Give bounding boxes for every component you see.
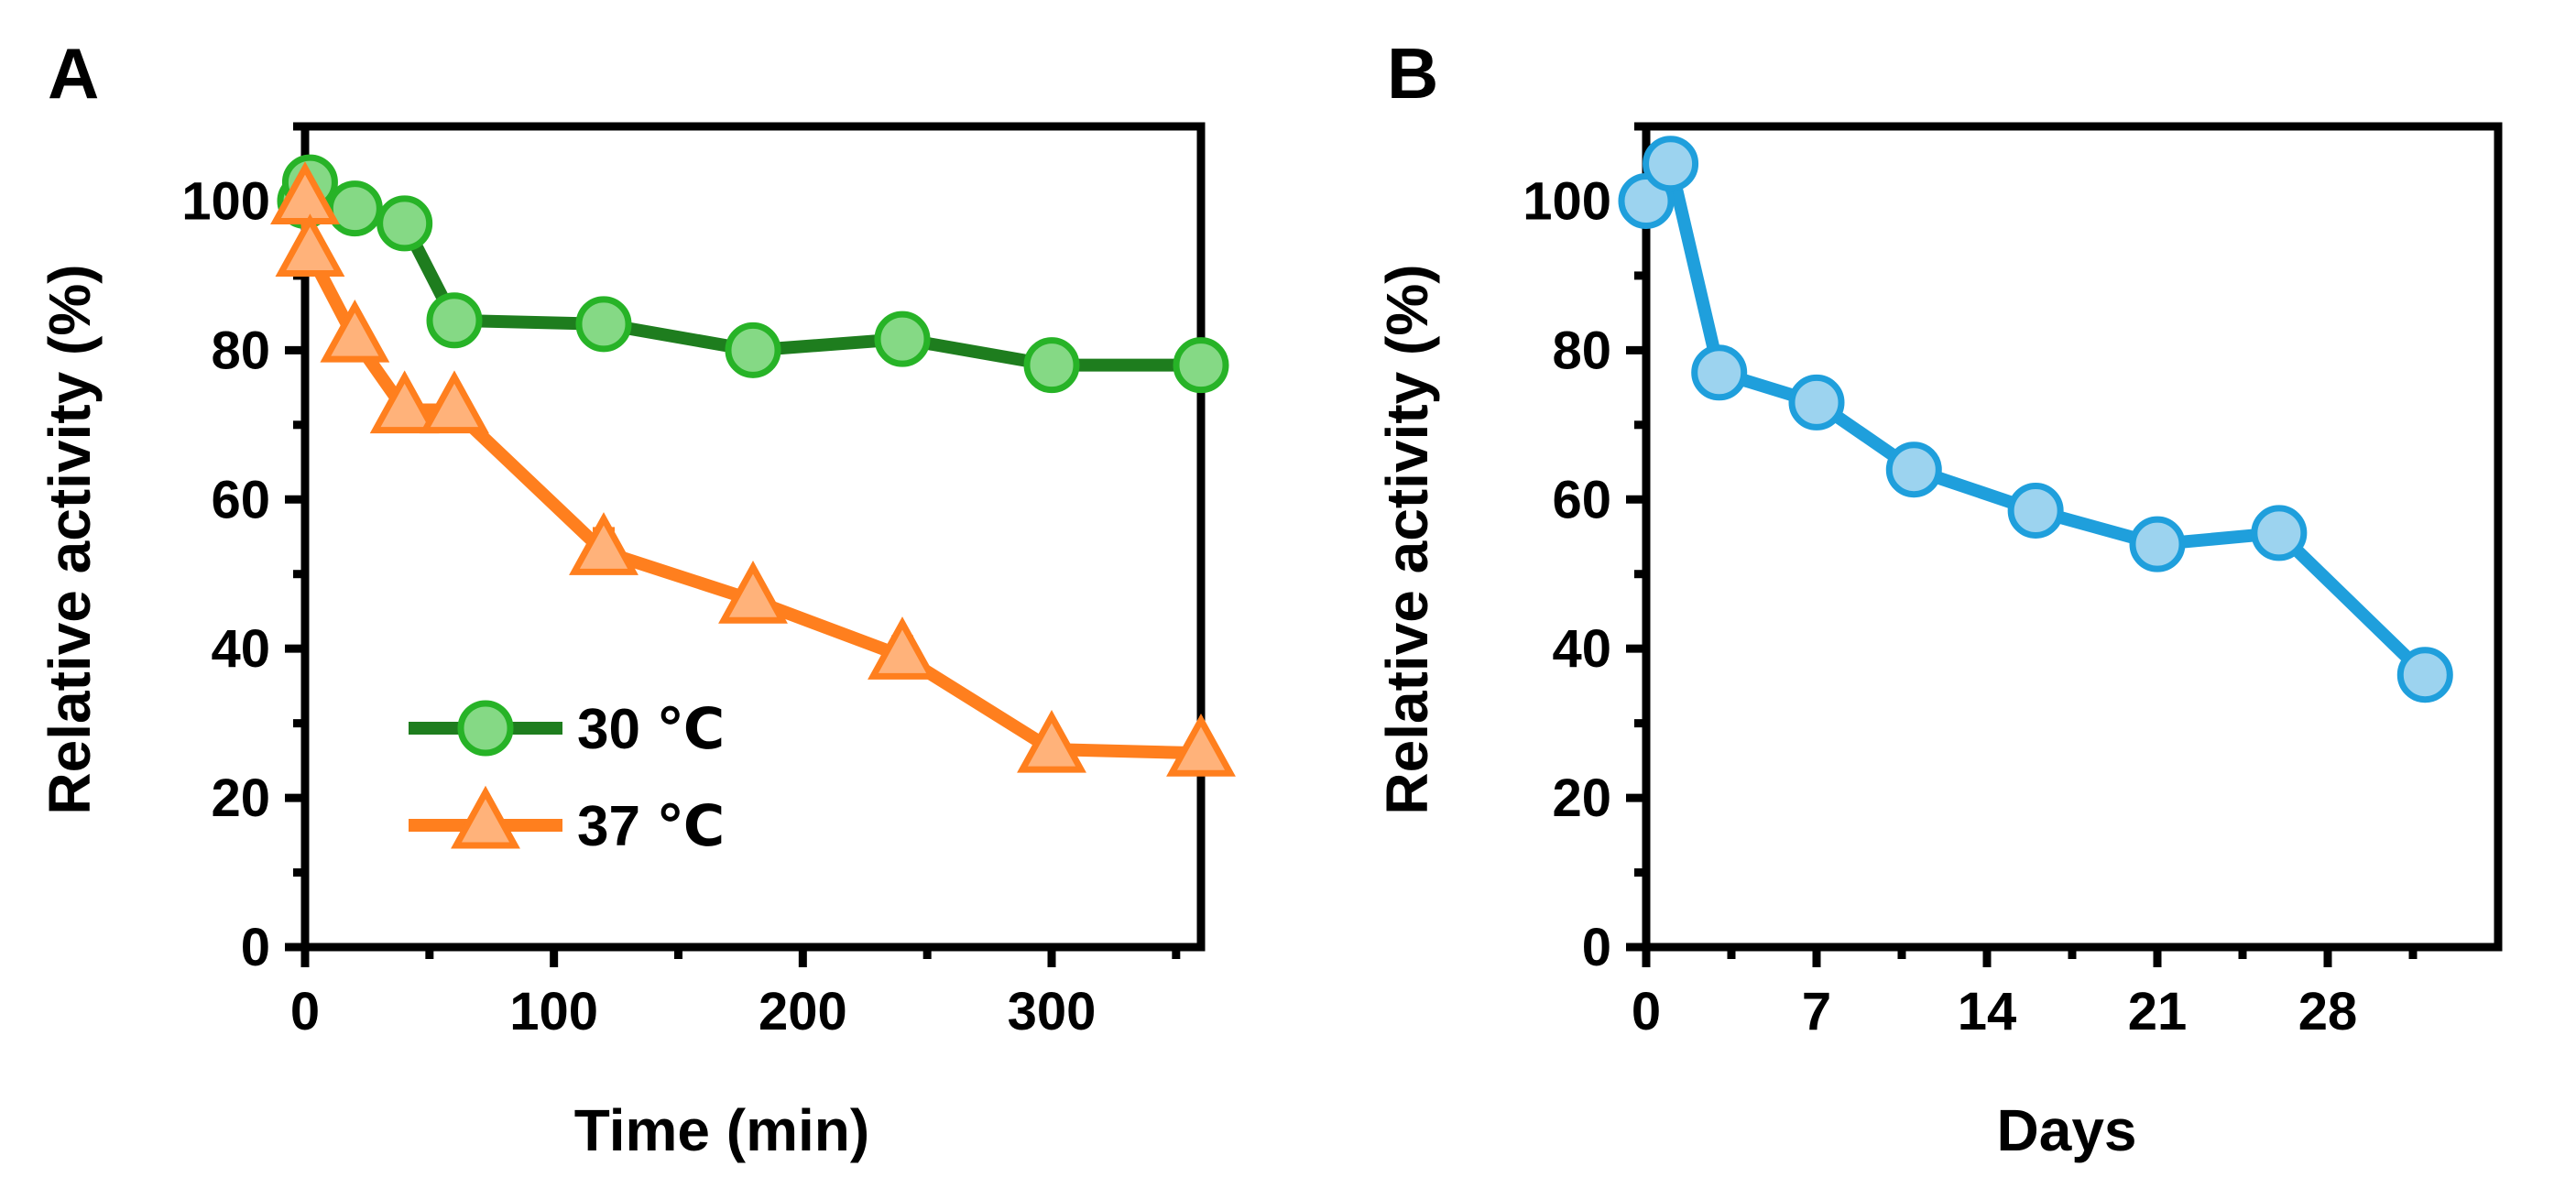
panel-a-series-1-point [1023,337,1080,394]
panel-b-y-tick-label: 0 [1582,918,1611,977]
panel-b-x-tick-label: 0 [1632,982,1661,1041]
panel-b-series-1-point [2129,516,2186,572]
panel-a-series-1-point [377,195,433,252]
panel-a-y-tick-label: 0 [241,918,270,977]
panel-a-series-2-point [868,616,937,680]
panel-a-y-tick-label: 80 [211,321,270,380]
panel-b-x-tick-label: 7 [1802,982,1831,1041]
panel-a-letter: A [48,33,99,114]
panel-b-letter: B [1387,33,1438,114]
panel-b-series-1-line [1641,157,2430,680]
panel-a-y-tick-label: 100 [181,171,270,231]
panel-b-series-1-point [1788,374,1845,431]
panel-a-series-2-point [369,370,440,434]
panel-a-series-1-point [725,322,781,378]
panel-a-series-1-point [426,292,483,349]
panel-b-series-1-point [1691,344,1748,401]
panel-a-x-tick-label: 200 [759,982,847,1041]
panel-b-series-1-point [1643,136,1699,192]
panel-b-y-tick-label: 80 [1552,321,1611,380]
panel-a-series-2-line [299,200,1202,760]
panel-a-series-1-point [1173,337,1229,394]
legend-entry-1-label: 30 ℃ [577,698,725,761]
panel-a-y-tick-label: 20 [211,768,270,828]
panel-a-series-2-point [718,561,788,624]
panel-a-series-1-point [575,296,632,353]
panel-b-frame [1642,122,2503,952]
panel-b-y-tick-label: 20 [1552,768,1611,828]
panel-b-x-tick-label: 14 [1958,982,2017,1041]
panel-b-y-tick-label: 100 [1523,171,1611,231]
panel-a-series-1-point [874,311,931,367]
panel-b-plot: 0 20 40 60 80 100 0 7 14 21 28 [1523,122,2503,1041]
panel-b-series-1-point [1885,441,1942,498]
panel-a-series-2-point [1017,709,1086,773]
panel-b-y-axis-title: Relative activity (%) [1374,264,1440,814]
panel-a-y-tick-label: 40 [211,619,270,679]
panel-a-series-1-point [326,180,383,237]
panel-b-x-axis-title: Days [1997,1097,2137,1163]
panel-b-series-1-point [2396,647,2453,703]
panel-a-y-axis-title: Relative activity (%) [37,264,103,814]
panel-b-series-1-point [2007,482,2064,539]
panel-a-series-2-point [275,213,345,278]
panel-b-y-tick-label: 60 [1552,470,1611,529]
panel-a-x-axis-title: Time (min) [574,1097,869,1163]
panel-b-x-tick-label: 21 [2128,982,2188,1041]
panel-a-x-tick-label: 300 [1008,982,1097,1041]
panel-a-x-tick-label: 100 [509,982,598,1041]
panel-b-series-1-point [2251,505,2308,561]
legend-entry-1-marker [457,700,514,757]
panel-a-series-2-point [1166,714,1236,777]
panel-b-x-tick-label: 28 [2298,982,2358,1041]
panel-a-y-tick-label: 60 [211,470,270,529]
panel-a-x-tick-label: 0 [290,982,320,1041]
panel-a-series-2-point [569,512,639,575]
panel-b: B Relative activity (%) Days 0 20 40 60 80 10… [1374,33,2503,1163]
panel-a-plot: 0 20 40 60 80 100 0 100 200 300 30 ℃ 37 ℃ [181,122,1236,1041]
panel-a: A Relative activity (%) Time (min) 0 20 40… [37,33,1236,1163]
panel-a-series-2-point [270,161,340,224]
panel-a-series-2-point [320,299,390,363]
legend-entry-2-marker [451,785,520,849]
legend-entry-2-label: 37 ℃ [577,795,725,858]
panel-b-y-tick-label: 40 [1552,619,1611,679]
panel-a-frame [300,122,1206,952]
panel-a-series-2-point [420,370,489,434]
